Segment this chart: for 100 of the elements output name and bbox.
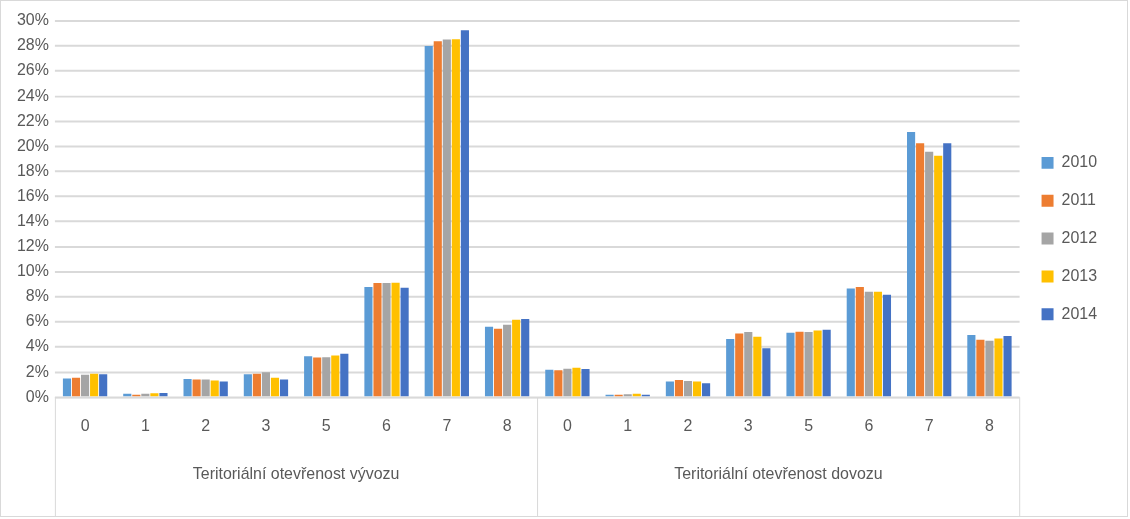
bar [243,374,252,397]
bar [521,319,530,397]
x-tick-label: 6 [864,417,874,435]
x-tick-label: 2 [201,417,211,435]
legend-label: 2012 [1061,228,1098,246]
bar [99,374,108,397]
bar [433,41,442,397]
x-tick-label: 7 [442,417,452,435]
bar [460,30,469,397]
bar [744,332,753,397]
x-tick-label: 8 [985,417,995,435]
x-tick-label: 8 [502,417,512,435]
y-tick-label: 6% [25,312,49,330]
y-tick-label: 10% [17,262,49,280]
bar [71,377,81,397]
bar [494,328,503,397]
bar [545,369,554,397]
bar [934,155,943,397]
bar [219,381,228,397]
x-tick-label: 3 [743,417,753,435]
bar [846,288,855,397]
bar [62,378,72,397]
bar [183,378,192,397]
bar [554,370,563,397]
bar [786,332,795,397]
bar [813,330,822,397]
bar [943,143,952,397]
bar [882,294,892,397]
y-tick-label: 22% [17,111,49,129]
x-tick-label: 7 [924,417,934,435]
bar [994,338,1003,397]
bar [702,383,711,397]
bar [683,380,693,397]
bar [150,393,159,397]
bar [331,355,340,397]
bar [451,39,460,397]
bar [563,368,572,397]
y-tick-label: 26% [17,61,49,79]
x-tick-label: 0 [80,417,90,435]
bar [804,332,813,397]
bar [623,394,632,397]
y-tick-label: 18% [17,161,49,179]
bar [735,333,744,397]
text: Teritoriální otevřenost vývozu [192,465,400,483]
y-tick-label: 14% [17,212,49,230]
bar [279,379,289,397]
bar [364,287,373,397]
x-tick-label: 0 [562,417,572,435]
bar [907,132,916,397]
bar [192,379,201,397]
bar [581,369,590,397]
legend-label: 2010 [1061,153,1098,171]
bar [674,379,684,397]
y-tick-label: 4% [25,337,49,355]
y-tick-label: 24% [17,86,49,104]
bar [322,357,331,397]
bar [762,348,771,397]
bar [391,282,400,397]
bar [503,324,512,397]
bar [864,291,873,397]
x-tick-label: 3 [261,417,271,435]
x-tick-label: 5 [321,417,331,435]
bar [985,340,994,397]
y-tick-label: 16% [17,186,49,204]
bar [90,373,99,397]
bar [442,39,451,397]
x-tick-label: 2 [683,417,693,435]
y-tick-label: 0% [25,387,49,405]
bar [916,143,925,397]
bar [692,381,702,397]
bar [424,46,433,397]
x-tick-label: 1 [623,417,633,435]
bar [873,291,882,397]
bar [159,393,168,397]
bar [270,377,280,397]
bar [512,319,521,397]
y-tick-label: 30% [17,11,49,29]
x-tick-label: 5 [804,417,814,435]
bar [382,283,391,397]
x-tick-label: 1 [140,417,150,435]
bar [304,356,313,397]
bar [252,373,261,397]
y-tick-label: 28% [17,36,49,54]
bar [340,353,349,397]
bar [967,335,976,397]
bar [373,283,382,397]
bar [726,339,735,397]
y-tick-label: 2% [25,362,49,380]
bar [1003,336,1012,397]
legend-label: 2011 [1061,191,1096,209]
legend-label: 2013 [1061,266,1098,284]
y-tick-label: 8% [25,287,49,305]
legend-label: 2014 [1061,304,1098,322]
bar [822,329,831,397]
bar [484,326,494,397]
bar [976,339,985,397]
bar [313,357,322,397]
bar [665,381,674,397]
bar [572,367,581,397]
text: Teritoriální otevřenost dovozu [674,465,883,483]
